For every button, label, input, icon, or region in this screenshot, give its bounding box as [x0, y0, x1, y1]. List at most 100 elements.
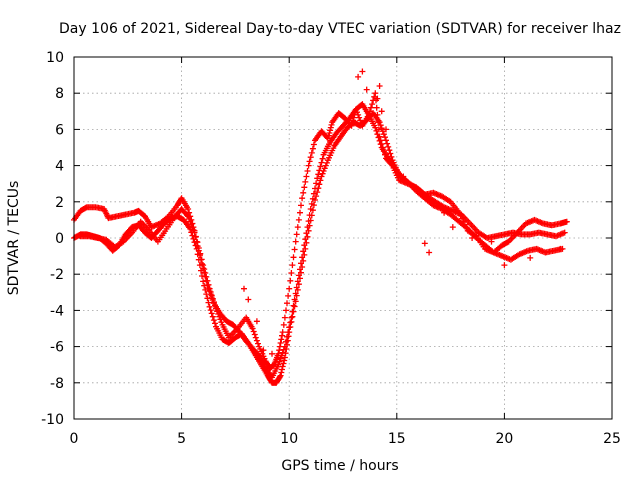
data-point-mark [190, 226, 197, 233]
data-point-mark [372, 90, 379, 97]
data-point-mark [501, 262, 508, 269]
data-point-mark [295, 216, 302, 223]
data-point-mark [207, 291, 214, 298]
data-point-mark [306, 158, 313, 165]
data-point-mark [284, 333, 290, 340]
data-point-mark [378, 108, 385, 115]
data-point-mark [202, 286, 209, 293]
data-point-mark [252, 334, 259, 341]
data-point-mark [292, 290, 299, 297]
data-point-mark [318, 173, 325, 180]
data-point-mark [276, 358, 283, 365]
data-point-mark [363, 86, 370, 93]
data-point-mark [327, 124, 334, 131]
data-point-mark [538, 247, 544, 254]
data-point-mark [294, 224, 301, 231]
data-point-mark [373, 104, 380, 111]
data-point-mark [323, 159, 330, 166]
y-axis-label: SDTVAR / TECUs [6, 181, 22, 296]
data-point-mark [441, 209, 448, 216]
data-point-mark [191, 229, 198, 236]
data-point-mark [488, 238, 495, 245]
data-point-mark [316, 181, 323, 188]
data-point-mark [253, 337, 260, 344]
data-point-mark [202, 273, 209, 280]
data-point-mark [253, 318, 260, 325]
data-point-mark [374, 95, 381, 102]
data-point-mark [285, 329, 292, 336]
data-point-mark [563, 218, 570, 225]
data-point-mark [382, 134, 388, 141]
data-point-mark [275, 361, 282, 368]
data-point-mark [386, 147, 393, 154]
data-point-mark [319, 155, 326, 162]
y-tick-label: -6 [50, 340, 64, 356]
data-point-mark [277, 372, 284, 379]
x-tick-label: 20 [495, 431, 513, 447]
data-point-mark [204, 295, 211, 302]
sdtvar-track-3 [77, 101, 568, 381]
data-point-mark [373, 127, 380, 134]
data-point-mark [284, 300, 290, 307]
data-point-mark [298, 202, 304, 209]
data-point-mark [324, 135, 331, 142]
data-point-mark [203, 277, 210, 284]
data-point-mark [308, 200, 315, 207]
data-point-mark [302, 236, 309, 243]
data-point-mark [255, 340, 261, 347]
data-point-mark [241, 285, 247, 292]
data-point-mark [185, 206, 192, 212]
y-tick-label: 10 [46, 50, 64, 66]
data-point-mark [449, 224, 456, 231]
data-point-mark [218, 319, 225, 326]
data-point-mark [276, 373, 283, 380]
sdtvar-track-2 [71, 110, 566, 386]
data-point-mark [195, 247, 202, 254]
data-point-mark [289, 313, 296, 320]
data-point-mark [371, 93, 378, 100]
data-point-mark [312, 185, 318, 192]
data-point-mark [201, 269, 208, 276]
data-point-mark [375, 134, 382, 141]
data-point-mark [328, 121, 335, 128]
data-point-mark [269, 350, 275, 357]
data-point-mark [207, 307, 214, 314]
data-point-mark [278, 336, 285, 343]
data-point-mark [299, 254, 306, 261]
data-point-mark [309, 145, 316, 152]
x-tick-label: 0 [70, 431, 79, 447]
data-point-mark [327, 127, 334, 134]
data-point-mark [278, 352, 285, 359]
data-point-mark [290, 254, 297, 261]
data-point-mark [379, 128, 386, 135]
data-point-mark [286, 285, 293, 292]
data-point-mark [300, 248, 307, 255]
data-point-mark [200, 265, 207, 272]
data-point-mark [186, 216, 193, 222]
data-point-mark [301, 242, 308, 249]
y-tick-label: -10 [41, 412, 64, 428]
data-point-mark [385, 143, 392, 150]
y-tick-label: 6 [55, 122, 64, 138]
data-point-mark [208, 310, 215, 317]
data-point-mark [289, 262, 296, 269]
data-point-mark [206, 303, 213, 310]
data-point-mark [196, 252, 203, 259]
data-point-mark [212, 320, 218, 327]
data-point-mark [249, 325, 256, 332]
data-point-mark [313, 180, 320, 187]
data-point-mark [297, 266, 303, 273]
data-point-mark [279, 363, 286, 370]
data-point-mark [387, 150, 394, 157]
data-point-mark [376, 119, 383, 126]
chart-title: Day 106 of 2021, Sidereal Day-to-day VTE… [59, 21, 621, 37]
y-tick-label: 4 [55, 159, 64, 175]
data-point-mark [426, 249, 433, 256]
data-point-mark [314, 175, 321, 182]
data-point-mark [400, 173, 407, 180]
data-point-mark [305, 218, 312, 225]
data-point-mark [281, 343, 288, 350]
data-point-mark [297, 209, 303, 216]
data-point-mark [280, 346, 287, 353]
